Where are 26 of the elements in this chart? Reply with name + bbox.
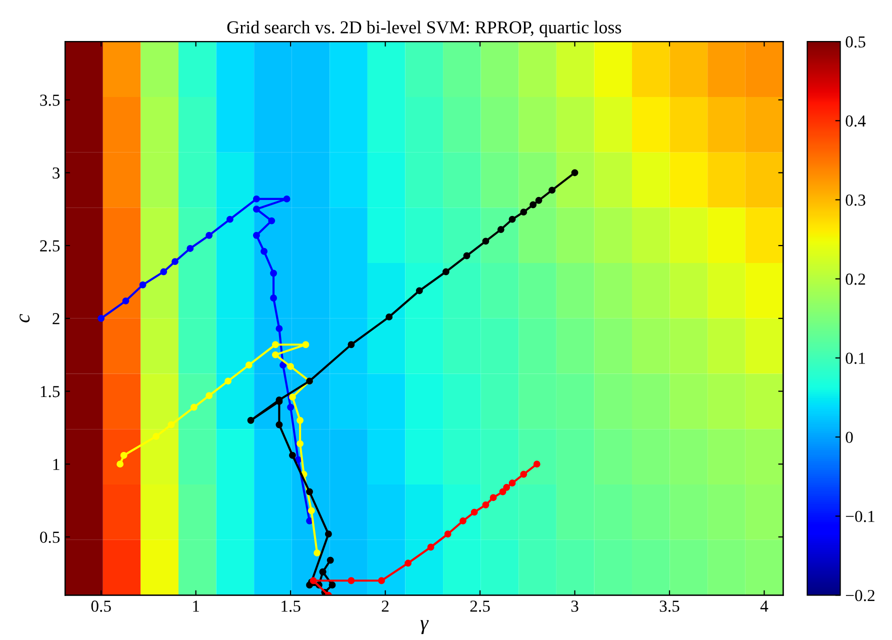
x-tick-label: 1 (193, 600, 200, 612)
y-axis-title: c (20, 314, 30, 322)
x-tick-label: 4 (760, 600, 768, 612)
y-tick-label: 0.5 (40, 532, 60, 543)
x-tick-label: 3 (571, 600, 578, 612)
chart-title: Grid search vs. 2D bi-level SVM: RPROP, quartic loss (227, 20, 622, 38)
color-bar-label: 0.5 (846, 36, 866, 48)
color-bar-label: 0 (846, 432, 853, 443)
y-tick-label: 3.5 (40, 94, 60, 106)
y-tick-label: 1 (53, 458, 60, 470)
color-bar-label: 0.1 (846, 352, 865, 364)
y-tick-label: 1.5 (40, 386, 60, 398)
color-bar-label: 0.2 (846, 274, 866, 285)
y-tick-label: 3 (52, 167, 60, 179)
color-bar-label: 0.3 (846, 194, 866, 206)
color-bar-label: 0.4 (846, 115, 866, 127)
y-tick-label: 2.5 (40, 240, 60, 252)
x-tick-label: 2 (382, 600, 389, 612)
x-axis-title: γ (420, 620, 429, 634)
x-tick-label: 3.5 (660, 600, 680, 612)
color-bar-label: −0.2 (846, 590, 874, 602)
y-tick-label: 2 (52, 313, 60, 324)
x-tick-label: 1.5 (282, 600, 300, 612)
color-bar-label: −0.1 (846, 510, 874, 522)
x-tick-label: 0.5 (91, 600, 111, 612)
x-tick-label: 2.5 (470, 600, 490, 612)
